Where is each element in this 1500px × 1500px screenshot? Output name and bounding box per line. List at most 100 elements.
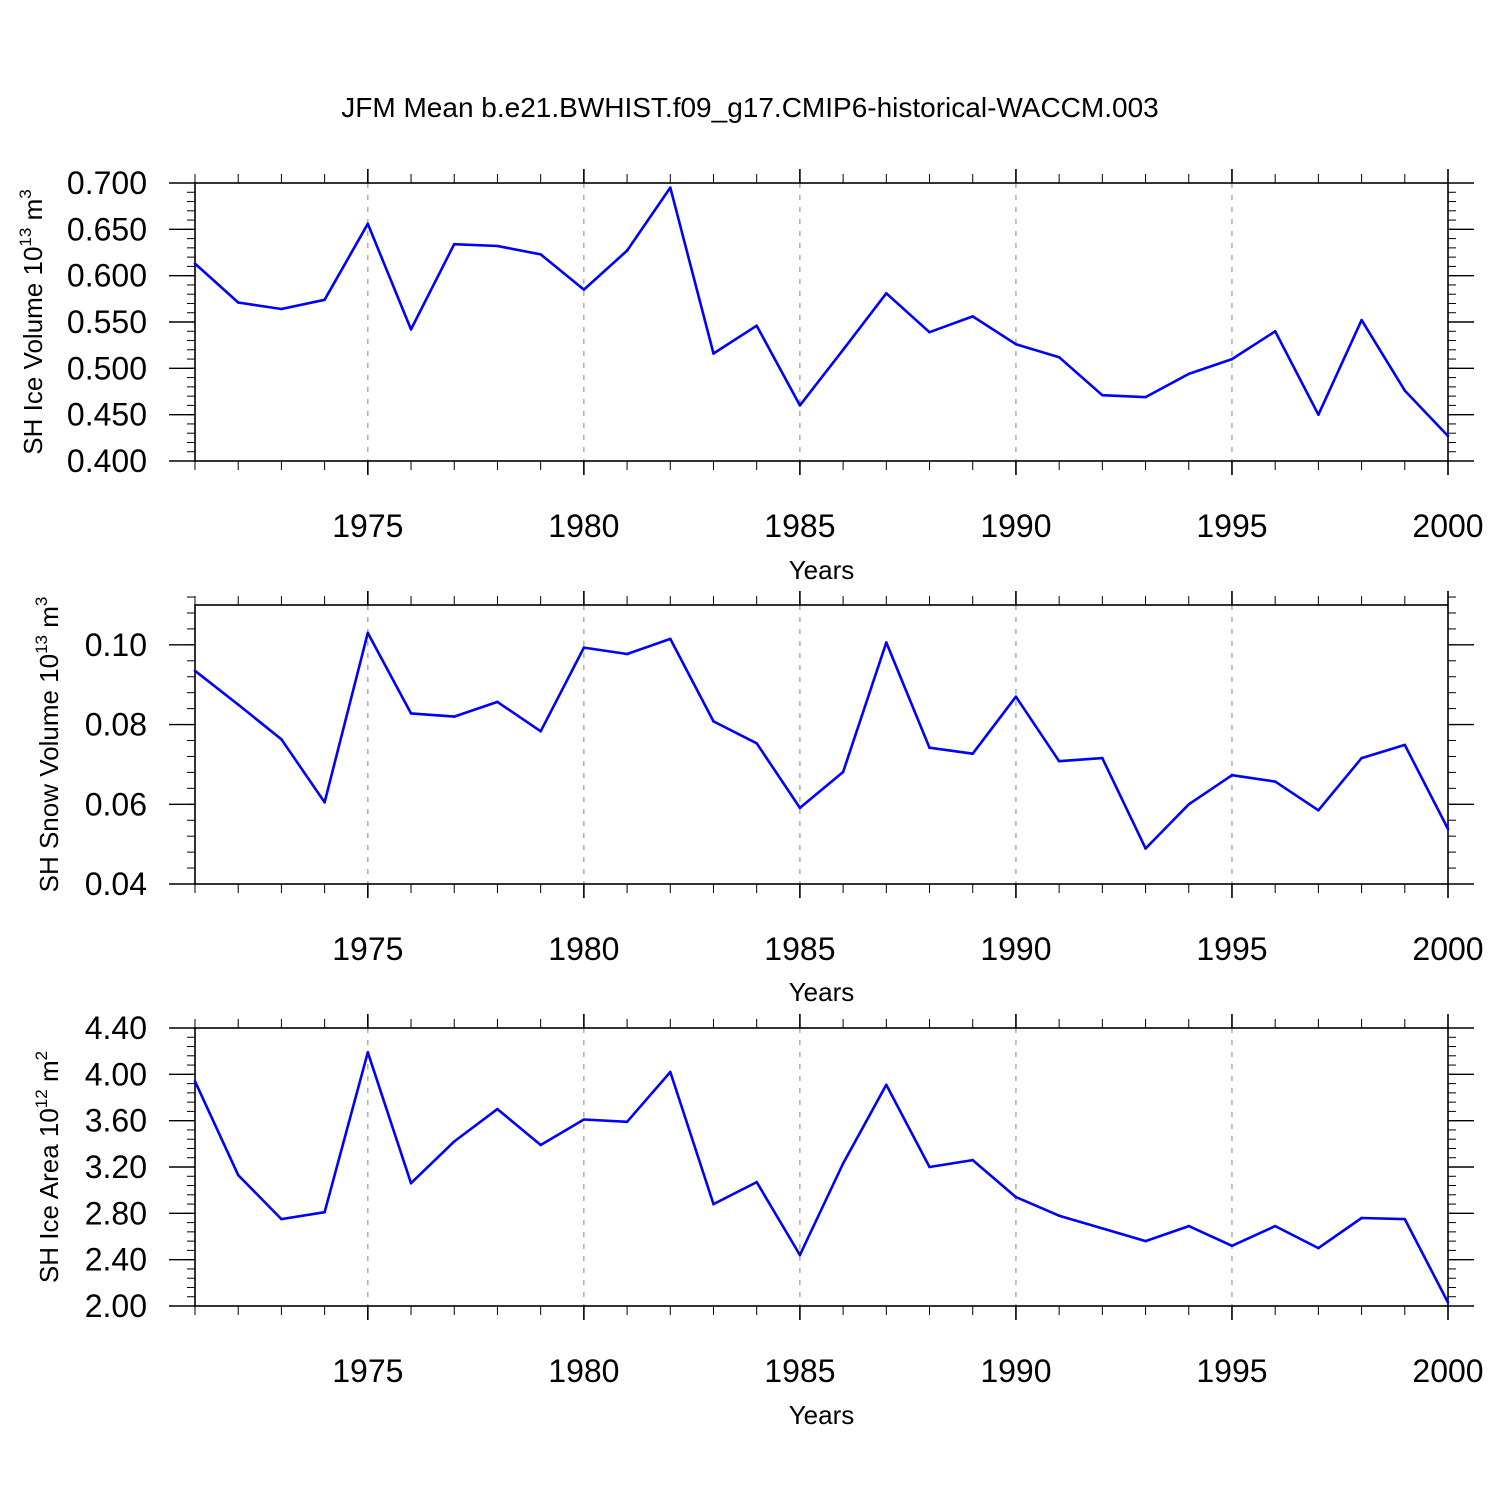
data-point xyxy=(452,1140,456,1143)
x-tick-label: 1990 xyxy=(980,931,1051,967)
data-point xyxy=(366,222,370,226)
data-point xyxy=(1360,318,1363,322)
data-point xyxy=(582,646,586,649)
data-point xyxy=(539,253,542,256)
data-point xyxy=(1144,395,1147,399)
x-tick-label: 2000 xyxy=(1412,508,1483,544)
data-point xyxy=(323,800,326,804)
x-tick-label: 1975 xyxy=(332,1353,403,1389)
data-point xyxy=(582,288,586,291)
data-point xyxy=(885,291,888,295)
x-tick-label: 1980 xyxy=(548,1353,619,1389)
data-point xyxy=(193,669,197,673)
y-tick-label: 0.04 xyxy=(85,866,147,902)
y-tick-label: 0.400 xyxy=(67,443,147,479)
y-axis-title: SH Snow Volume 1013 m3 xyxy=(32,597,64,893)
data-point xyxy=(668,637,672,641)
figure-title: JFM Mean b.e21.BWHIST.f09_g17.CMIP6-hist… xyxy=(341,92,1159,123)
data-point xyxy=(1317,1246,1320,1250)
data-point xyxy=(323,1210,326,1214)
data-point xyxy=(841,1162,845,1165)
data-point xyxy=(1187,1224,1191,1228)
x-tick-label: 1995 xyxy=(1196,508,1267,544)
x-tick-label: 1975 xyxy=(332,508,403,544)
data-point xyxy=(280,1217,283,1221)
data-point xyxy=(1273,329,1277,333)
panel-1: 0.400 0.450 0.500 0.550 0.600 0.650 0.700 1975 1… xyxy=(16,165,1484,585)
data-point xyxy=(1144,847,1147,850)
y-tick-label: 2.40 xyxy=(85,1242,147,1278)
series-line xyxy=(194,631,1450,850)
x-tick-label: 1990 xyxy=(980,508,1051,544)
y-tick-label: 3.20 xyxy=(85,1149,147,1185)
data-point xyxy=(1101,756,1104,760)
data-point xyxy=(798,1253,802,1257)
data-point xyxy=(409,328,413,331)
y-tick-label: 2.00 xyxy=(85,1288,147,1324)
plot-frame xyxy=(194,604,1449,885)
data-point xyxy=(1014,1195,1018,1199)
y-axis-title: SH Ice Area 1012 m2 xyxy=(32,1051,64,1283)
y-tick-label: 0.06 xyxy=(85,786,147,822)
x-tick-label: 1980 xyxy=(548,931,619,967)
data-point xyxy=(452,715,456,718)
data-point xyxy=(1230,773,1234,777)
data-point xyxy=(841,348,845,352)
y-tick-label: 0.600 xyxy=(67,258,147,294)
data-point xyxy=(1187,802,1191,806)
data-point xyxy=(1101,1227,1104,1230)
x-axis-title: Years xyxy=(789,555,855,585)
data-point xyxy=(236,703,240,706)
data-point xyxy=(928,1165,931,1169)
data-point xyxy=(280,738,283,741)
panel-2: 0.04 0.06 0.08 0.10 1975 1980 1985 1990 1995 2000… xyxy=(32,591,1484,1007)
data-point xyxy=(712,1202,715,1206)
data-point xyxy=(496,1107,499,1111)
y-tick-label: 4.40 xyxy=(85,1010,147,1046)
y-tick-label: 4.00 xyxy=(85,1056,147,1092)
y-tick-label: 3.60 xyxy=(85,1103,147,1139)
data-point xyxy=(668,186,672,189)
data-point xyxy=(452,242,456,246)
data-point xyxy=(1446,434,1450,438)
data-point xyxy=(625,1120,629,1124)
data-point xyxy=(1317,413,1320,416)
data-point xyxy=(323,298,326,302)
data-point xyxy=(971,752,975,755)
data-point xyxy=(496,700,499,704)
data-point xyxy=(409,712,413,715)
data-point xyxy=(798,806,802,810)
x-tick-label: 1975 xyxy=(332,931,403,967)
data-point xyxy=(409,1181,413,1185)
plot-frame xyxy=(194,1027,1449,1307)
data-point xyxy=(1230,357,1234,361)
data-point xyxy=(712,352,715,355)
data-point xyxy=(625,652,629,656)
data-point xyxy=(1101,393,1104,397)
data-point xyxy=(280,307,283,311)
data-point xyxy=(798,404,802,407)
data-point xyxy=(1446,1301,1450,1304)
y-tick-label: 0.08 xyxy=(85,707,147,743)
data-point xyxy=(625,249,629,252)
data-point xyxy=(1014,342,1018,346)
data-point xyxy=(1403,743,1407,747)
data-point xyxy=(755,324,758,328)
panel-3: 2.00 2.40 2.80 3.20 3.60 4.00 4.40 1975 1980 1985… xyxy=(32,1010,1484,1430)
series-line xyxy=(193,1051,1450,1304)
data-point xyxy=(539,730,542,733)
series-line xyxy=(194,186,1449,437)
data-point xyxy=(1187,372,1191,376)
data-point xyxy=(193,1079,197,1083)
data-point xyxy=(971,315,975,318)
y-tick-label: 0.550 xyxy=(67,304,147,340)
y-tick-label: 0.700 xyxy=(67,165,147,201)
data-point xyxy=(1057,1214,1061,1217)
y-tick-label: 0.500 xyxy=(67,350,147,386)
x-tick-label: 1990 xyxy=(980,1353,1051,1389)
x-axis-title: Years xyxy=(789,977,855,1007)
data-point xyxy=(366,1051,370,1054)
data-point xyxy=(539,1143,542,1147)
data-point xyxy=(1360,1216,1363,1220)
x-tick-label: 2000 xyxy=(1412,931,1483,967)
